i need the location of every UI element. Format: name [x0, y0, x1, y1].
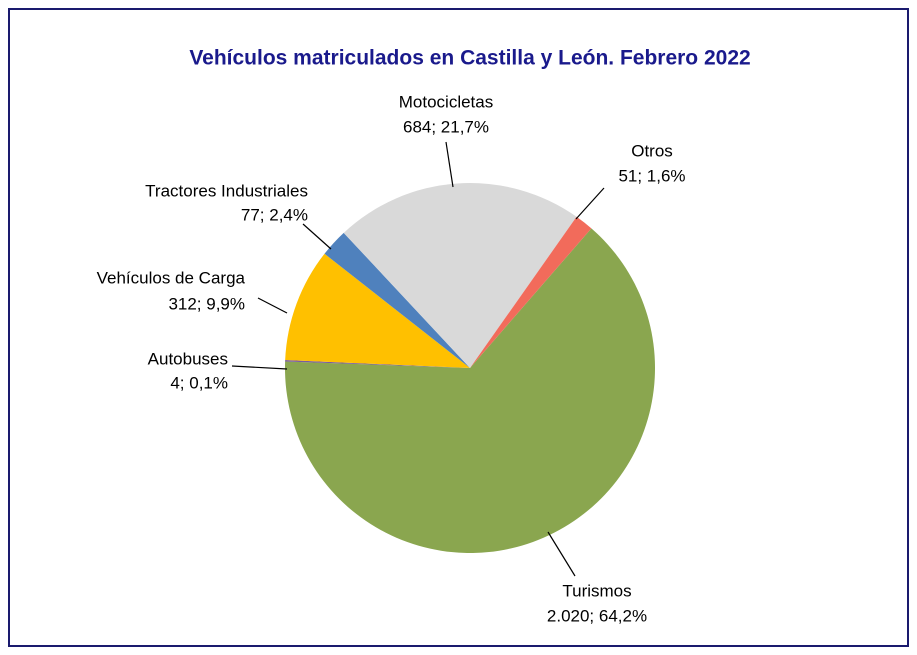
pie-slice [285, 228, 655, 554]
slice-value-label: 4; 0,1% [170, 373, 228, 392]
slice-value-label: 2.020; 64,2% [547, 606, 647, 625]
slice-label: Autobuses [148, 349, 228, 368]
pie-slice [470, 216, 592, 368]
slice-label: Vehículos de Carga [97, 268, 246, 287]
slice-value-label: 312; 9,9% [168, 294, 245, 313]
slice-value-label: 684; 21,7% [403, 117, 489, 136]
leader-line [302, 223, 332, 250]
slice-label: Otros [631, 141, 673, 160]
chart-title: Vehículos matriculados en Castilla y Leó… [189, 47, 750, 70]
slice-label: Tractores Industriales [145, 181, 308, 200]
slice-label: Turismos [562, 581, 631, 600]
pie-slice [343, 183, 577, 368]
leader-line [575, 187, 605, 220]
pie-slice [324, 232, 470, 368]
pie-slice [285, 360, 470, 368]
leader-line [257, 297, 288, 314]
slice-value-label: 51; 1,6% [618, 166, 685, 185]
slice-label: Motocicletas [399, 92, 493, 111]
pie-slice [285, 253, 470, 368]
leader-line [547, 531, 576, 577]
leader-line [445, 141, 454, 188]
leader-line [231, 365, 288, 370]
slice-value-label: 77; 2,4% [241, 205, 308, 224]
